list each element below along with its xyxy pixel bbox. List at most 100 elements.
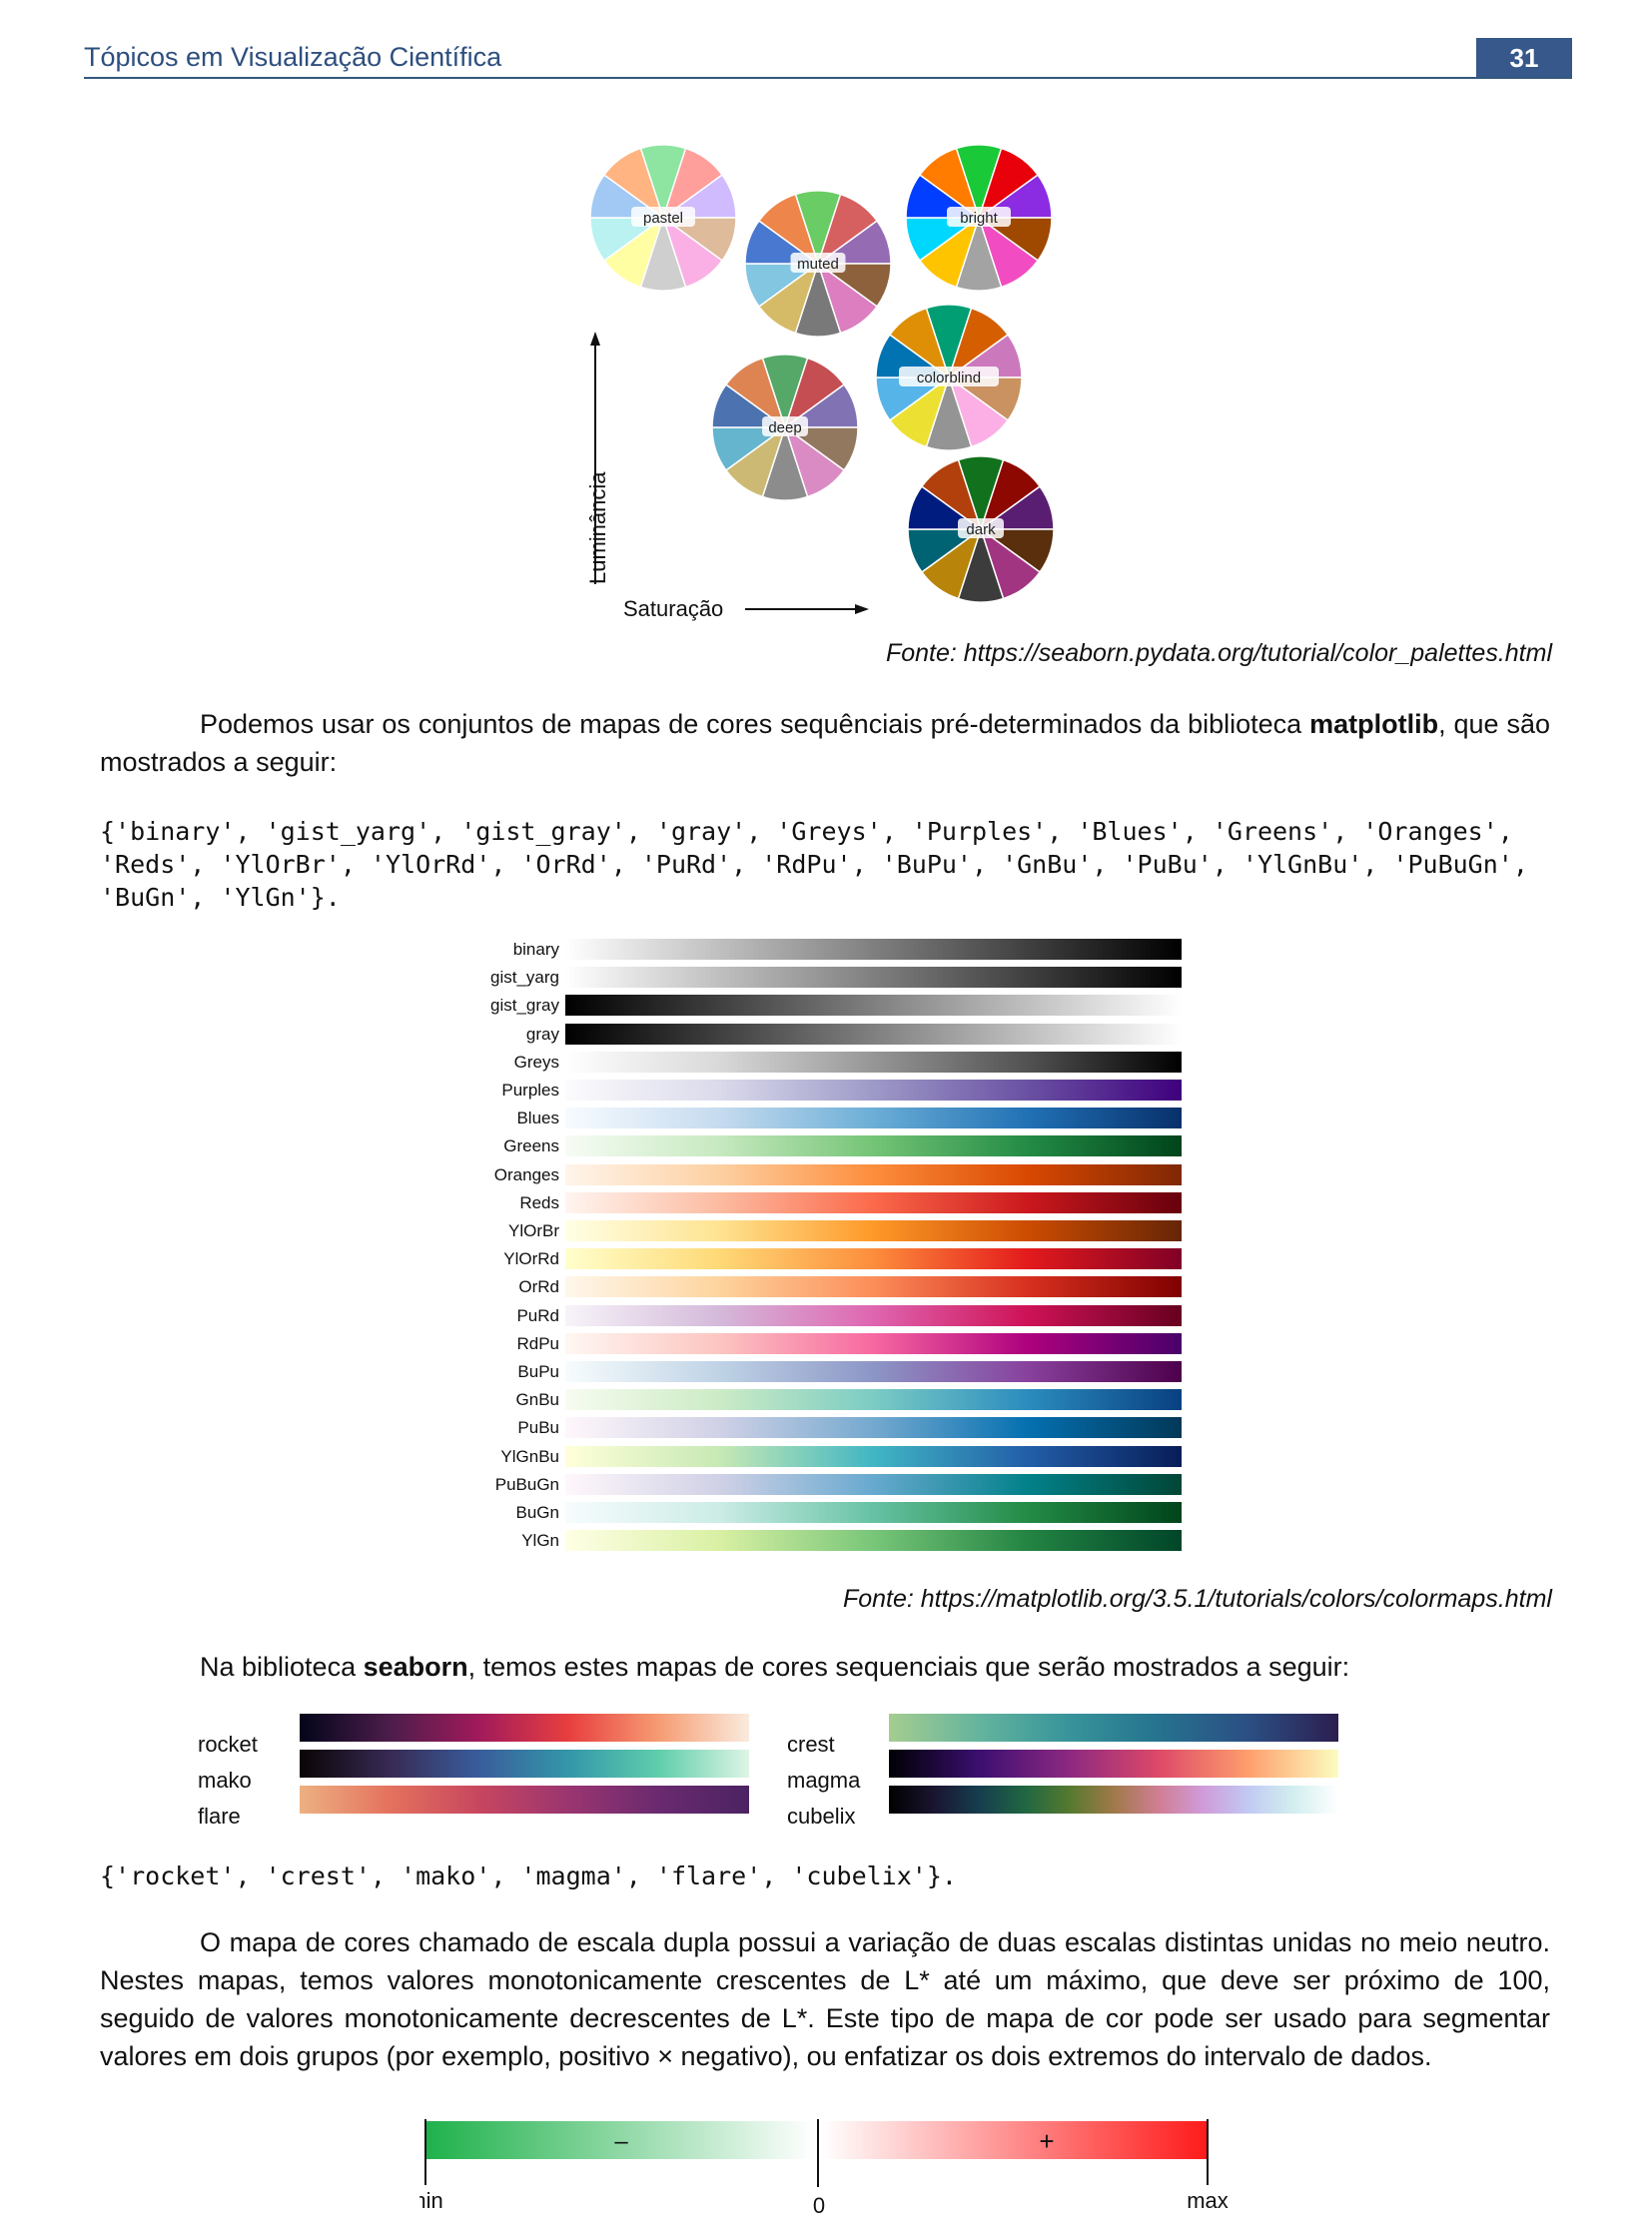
colormap-bar xyxy=(565,1445,1182,1467)
seaborn-colormap-bar-crest xyxy=(889,1714,1338,1742)
colormap-bar xyxy=(565,1502,1182,1523)
colormap-bar xyxy=(565,1417,1182,1439)
colormap-bar xyxy=(565,1304,1182,1326)
palette-wedge xyxy=(920,458,983,531)
colormap-row-PuRd: PuRd xyxy=(439,1304,1199,1326)
palette-wedge xyxy=(888,307,951,379)
minus-sign: – xyxy=(614,2128,628,2155)
seaborn-palettes-figure: pastel muted bright deep colorblind dark Lumi… xyxy=(585,144,1055,621)
colormap-bar xyxy=(565,1108,1182,1129)
colormap-row-binary: binary xyxy=(439,939,1199,960)
colormap-label: RdPu xyxy=(516,1333,559,1353)
colormap-bar xyxy=(565,1332,1182,1354)
colormap-bar xyxy=(565,1361,1182,1382)
colormap-row-Reds: Reds xyxy=(439,1191,1199,1213)
colormap-bar xyxy=(565,967,1182,989)
header-rule xyxy=(84,77,1572,79)
bold-term-matplotlib: matplotlib xyxy=(1309,709,1439,739)
diverging-scale-figure: – + min 0 max xyxy=(419,2119,1229,2218)
palette-pie-pastel: pastel xyxy=(589,144,737,292)
colormap-bar xyxy=(565,1163,1182,1185)
palette-label-box xyxy=(958,518,1004,538)
diverging-positive-gradient xyxy=(822,2121,1207,2159)
page-number-badge: 31 xyxy=(1476,38,1572,78)
colormap-row-YlGnBu: YlGnBu xyxy=(439,1445,1199,1467)
saturation-axis-arrowhead xyxy=(855,604,869,614)
colormap-label: gist_yarg xyxy=(490,968,559,988)
colormap-row-PuBu: PuBu xyxy=(439,1417,1199,1439)
colormap-bar xyxy=(565,1051,1182,1073)
saturation-axis-label: Saturação xyxy=(623,596,723,621)
colormap-bar xyxy=(565,1473,1182,1495)
palette-pie-colorblind: colorblind xyxy=(875,304,1023,451)
palette-wedge xyxy=(602,147,665,220)
colormap-label: Greens xyxy=(503,1136,559,1156)
running-header-title: Tópicos em Visualização Científica xyxy=(84,42,502,72)
colormap-row-YlOrRd: YlOrRd xyxy=(439,1248,1199,1270)
colormap-label: BuGn xyxy=(515,1503,559,1522)
seaborn-colormap-bar-mako xyxy=(300,1750,749,1778)
colormap-bar xyxy=(565,1276,1182,1298)
colormap-row-Oranges: Oranges xyxy=(439,1163,1199,1185)
palette-label-box xyxy=(762,416,808,436)
colormap-label: Reds xyxy=(519,1192,559,1212)
colormap-label: YlOrBr xyxy=(508,1221,559,1240)
palette-label-box xyxy=(790,253,846,273)
palette-label: muted xyxy=(797,256,839,273)
palette-pie-muted: muted xyxy=(744,190,892,338)
palette-pie-deep: deep xyxy=(711,354,859,501)
seaborn-colormap-label: mako xyxy=(198,1768,252,1793)
palette-wedge xyxy=(724,357,787,429)
palette-wedge xyxy=(757,193,820,266)
paragraph-seaborn-intro: Na biblioteca seaborn, temos estes mapas… xyxy=(100,1648,1550,1686)
colormap-label: Blues xyxy=(516,1109,559,1128)
seaborn-colormap-bar-flare xyxy=(300,1786,749,1814)
colormap-label: BuPu xyxy=(517,1362,559,1381)
colormap-label: GnBu xyxy=(515,1390,559,1410)
colormap-label: binary xyxy=(512,940,559,959)
seaborn-colormap-label: crest xyxy=(787,1732,835,1757)
luminance-axis-arrowhead xyxy=(590,332,600,346)
colormap-row-GnBu: GnBu xyxy=(439,1389,1199,1411)
colormap-row-Blues: Blues xyxy=(439,1108,1199,1129)
palette-label: colorblind xyxy=(917,370,981,386)
colormap-row-PuBuGn: PuBuGn xyxy=(439,1473,1199,1495)
colormap-label: Oranges xyxy=(493,1164,559,1184)
min-label: min xyxy=(419,2188,443,2213)
colormap-bar xyxy=(565,1191,1182,1213)
colormap-row-gist_yarg: gist_yarg xyxy=(439,967,1199,989)
seaborn-colormap-bar-magma xyxy=(889,1750,1338,1778)
colormap-label: PuRd xyxy=(516,1305,559,1325)
colormap-label: Purples xyxy=(501,1081,559,1100)
colormap-row-BuPu: BuPu xyxy=(439,1361,1199,1382)
colormap-row-gray: gray xyxy=(439,1023,1199,1045)
colormap-bar xyxy=(565,1530,1182,1552)
paragraph-text: , temos estes mapas de cores sequenciais… xyxy=(467,1652,1350,1682)
paragraph-text: Podemos usar os conjuntos de mapas de co… xyxy=(200,709,1310,739)
colormap-row-YlOrBr: YlOrBr xyxy=(439,1220,1199,1241)
palette-label-box xyxy=(947,207,1011,227)
colormap-label: YlGnBu xyxy=(500,1446,559,1466)
luminance-axis-label: Luminância xyxy=(585,471,610,584)
seaborn-colormap-bar-rocket xyxy=(300,1714,749,1742)
colormap-bar xyxy=(565,995,1182,1017)
colormap-row-Greens: Greens xyxy=(439,1135,1199,1157)
colormap-bar xyxy=(565,1389,1182,1411)
colormap-bar xyxy=(565,1220,1182,1241)
seaborn-colormap-label: rocket xyxy=(198,1732,258,1757)
colormap-bar xyxy=(565,1023,1182,1045)
code-seaborn-cmaps: {'rocket', 'crest', 'mako', 'magma', 'fl… xyxy=(100,1861,957,1890)
seaborn-colormap-label: flare xyxy=(198,1804,241,1829)
colormap-row-OrRd: OrRd xyxy=(439,1276,1199,1298)
palette-label: dark xyxy=(966,521,996,538)
colormap-bar xyxy=(565,1080,1182,1101)
figure-caption-seaborn: Fonte: https://seaborn.pydata.org/tutori… xyxy=(885,639,1552,667)
colormap-row-Greys: Greys xyxy=(439,1051,1199,1073)
colormap-label: OrRd xyxy=(518,1277,559,1297)
paragraph-text: O mapa de cores chamado de escala dupla … xyxy=(100,1927,1550,2071)
colormap-bar xyxy=(565,1248,1182,1270)
diverging-negative-gradient xyxy=(426,2121,814,2159)
colormap-label: PuBu xyxy=(517,1418,559,1438)
palette-label: pastel xyxy=(643,210,683,227)
max-label: max xyxy=(1187,2188,1229,2213)
